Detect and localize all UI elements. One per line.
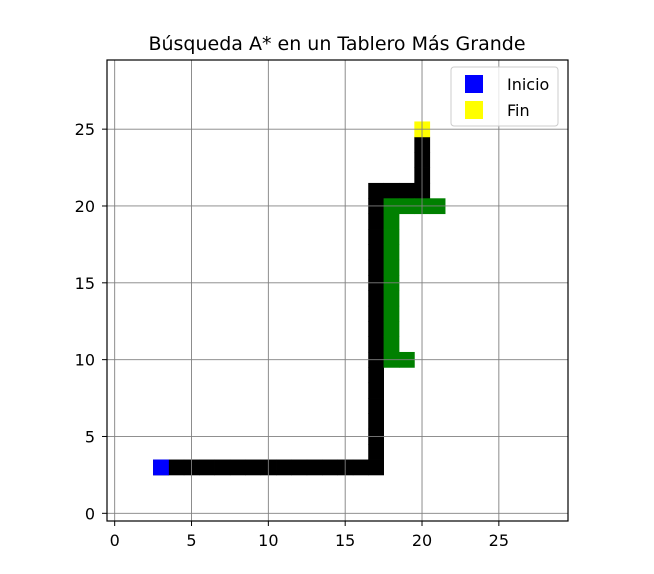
y-tick-label: 10 (75, 351, 95, 370)
explored-cell (383, 321, 400, 337)
x-tick-label: 0 (110, 531, 120, 550)
explored-cell (383, 244, 400, 261)
explored-cell (383, 259, 400, 276)
obstacle-cell (168, 459, 185, 476)
obstacle-cell (352, 459, 369, 476)
obstacle-cell (368, 459, 384, 476)
obstacle-cell (368, 229, 384, 245)
obstacle-cell (368, 336, 384, 353)
obstacle-cell (368, 182, 384, 199)
x-tick-label: 25 (489, 531, 509, 550)
obstacle-cell (199, 459, 215, 476)
obstacle-cell (306, 459, 323, 476)
plot-background (107, 60, 568, 521)
explored-cell (383, 213, 400, 230)
explored-cell (383, 229, 400, 245)
obstacle-cell (291, 459, 308, 476)
y-tick-label: 20 (75, 197, 95, 216)
obstacle-cell (214, 459, 231, 476)
obstacle-cell (276, 459, 292, 476)
y-tick-label: 15 (75, 274, 95, 293)
obstacle-cell (368, 413, 384, 430)
obstacle-cell (245, 459, 262, 476)
y-tick-label: 5 (85, 427, 95, 446)
obstacle-cell (368, 382, 384, 399)
explored-cell (383, 336, 400, 353)
legend-marker-fin (465, 101, 483, 119)
plot-area (107, 60, 568, 521)
x-tick-label: 15 (335, 531, 355, 550)
y-tick-label: 0 (85, 504, 95, 523)
explored-cell (383, 290, 400, 307)
start-cell (153, 459, 169, 476)
gridlines (107, 60, 568, 521)
legend: Inicio Fin (450, 66, 559, 127)
legend-marker-inicio (465, 75, 483, 93)
chart-title: Búsqueda A* en un Tablero Más Grande (148, 33, 525, 55)
obstacle-cell (398, 182, 415, 199)
obstacle-cell (368, 398, 384, 414)
x-tick-label: 5 (186, 531, 196, 550)
obstacle-cell (368, 444, 384, 460)
explored-cell (383, 305, 400, 322)
obstacle-cell (368, 367, 384, 384)
obstacle-cell (368, 305, 384, 322)
grid-cells (153, 121, 446, 476)
obstacle-cell (322, 459, 338, 476)
legend-label-fin: Fin (507, 101, 530, 120)
obstacle-cell (229, 459, 246, 476)
obstacle-cell (368, 244, 384, 261)
obstacle-cell (368, 290, 384, 307)
x-axis: 0 5 10 15 20 25 (110, 521, 509, 550)
y-axis: 0 5 10 15 20 25 (75, 120, 107, 523)
plot-frame (106, 59, 569, 522)
x-tick-label: 20 (412, 531, 432, 550)
obstacle-cell (368, 213, 384, 230)
y-tick-label: 25 (75, 120, 95, 139)
legend-label-inicio: Inicio (507, 75, 549, 94)
obstacle-cell (368, 259, 384, 276)
obstacle-cell (383, 182, 400, 199)
x-tick-label: 10 (258, 531, 278, 550)
obstacle-cell (368, 321, 384, 337)
